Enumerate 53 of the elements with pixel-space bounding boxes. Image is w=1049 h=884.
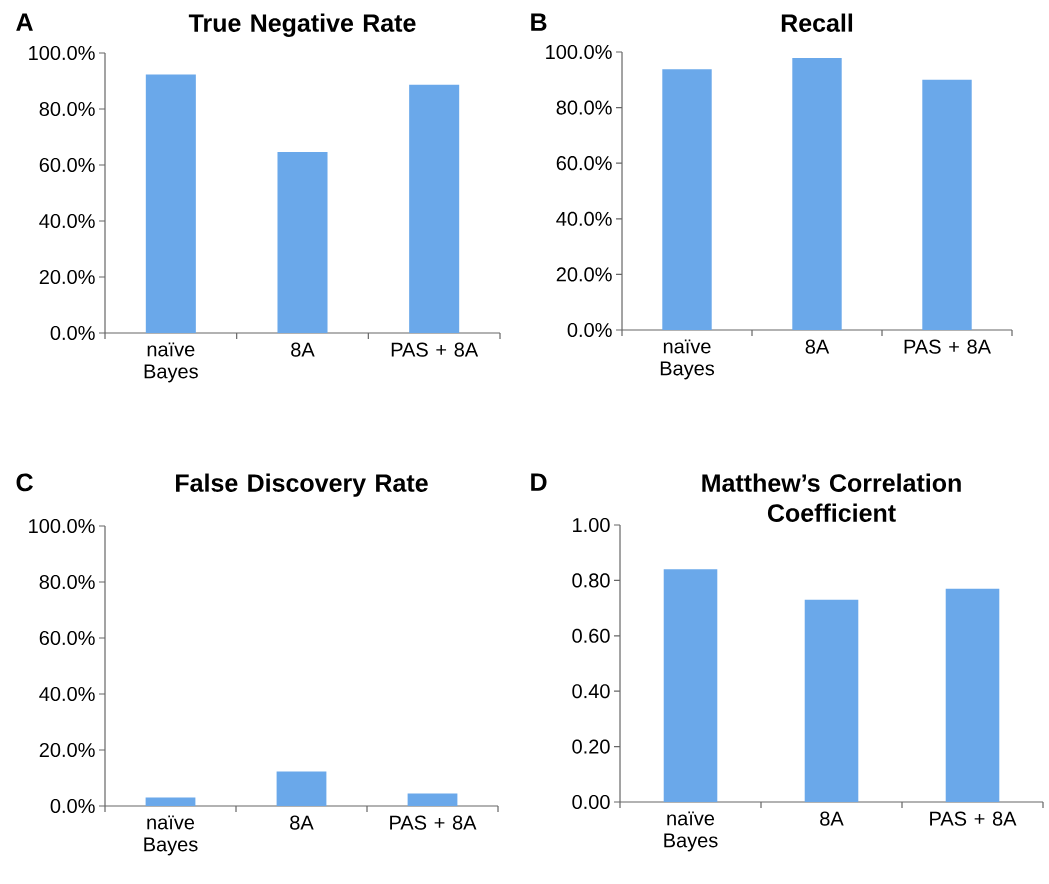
bar bbox=[945, 588, 1000, 802]
y-tick-label: 60.0% bbox=[556, 156, 612, 171]
y-tick-label: 100.0% bbox=[29, 518, 95, 534]
bar bbox=[663, 569, 718, 802]
y-tick-label: 20.0% bbox=[556, 267, 612, 282]
x-tick-label: PAS + 8A bbox=[390, 815, 477, 830]
text: C bbox=[16, 473, 33, 492]
x-tick-label: 8A bbox=[805, 339, 830, 354]
chart-title: False Discovery Rate bbox=[176, 473, 428, 497]
x-tick-label: naïve Bayes bbox=[144, 342, 198, 383]
y-tick-label: 0.0% bbox=[50, 798, 95, 814]
bar bbox=[804, 599, 859, 802]
y-tick-label: 60.0% bbox=[39, 630, 95, 646]
x-tick-label: 8A bbox=[290, 815, 314, 830]
y-tick-label: 100.0% bbox=[546, 44, 612, 60]
x-tick-label: PAS + 8A bbox=[391, 342, 479, 357]
chart-title: True Negative Rate bbox=[188, 13, 416, 37]
text: D bbox=[531, 473, 547, 491]
x-tick-label: 8A bbox=[820, 811, 844, 826]
text: B bbox=[531, 13, 547, 31]
x-tick-label: PAS + 8A bbox=[930, 811, 1017, 826]
x-tick-label: PAS + 8A bbox=[904, 339, 991, 354]
y-tick-label: 0.40 bbox=[572, 684, 610, 699]
y-tick-label: 0.00 bbox=[572, 794, 610, 810]
bar bbox=[276, 771, 327, 806]
bar bbox=[145, 797, 196, 806]
chart-title: Recall bbox=[781, 13, 853, 32]
y-tick-label: 0.0% bbox=[50, 325, 95, 341]
x-tick-label: naïve Bayes bbox=[660, 339, 715, 380]
bar bbox=[407, 793, 458, 806]
y-tick-label: 0.0% bbox=[567, 322, 612, 338]
y-tick-label: 20.0% bbox=[39, 269, 95, 285]
bar bbox=[409, 84, 460, 333]
y-tick-label: 0.20 bbox=[572, 739, 610, 754]
y-tick-label: 40.0% bbox=[39, 213, 95, 229]
y-tick-label: 80.0% bbox=[39, 101, 95, 117]
y-tick-label: 100.0% bbox=[29, 45, 95, 61]
text: A bbox=[16, 13, 33, 31]
y-tick-label: 60.0% bbox=[39, 157, 95, 173]
y-tick-label: 0.60 bbox=[572, 628, 610, 643]
y-tick-label: 40.0% bbox=[39, 686, 95, 702]
y-tick-label: 0.80 bbox=[572, 573, 610, 588]
chart-title: Matthew’s Correlation Coefficient bbox=[702, 473, 961, 522]
bar bbox=[145, 74, 196, 333]
x-tick-label: naïve Bayes bbox=[144, 815, 198, 856]
y-tick-label: 20.0% bbox=[39, 742, 95, 758]
bar bbox=[277, 152, 328, 333]
y-tick-label: 40.0% bbox=[556, 211, 612, 226]
y-tick-label: 1.00 bbox=[573, 517, 610, 533]
y-tick-label: 80.0% bbox=[39, 574, 95, 590]
x-tick-label: 8A bbox=[291, 342, 315, 357]
x-tick-label: naïve Bayes bbox=[664, 811, 718, 852]
y-tick-label: 80.0% bbox=[556, 100, 612, 115]
